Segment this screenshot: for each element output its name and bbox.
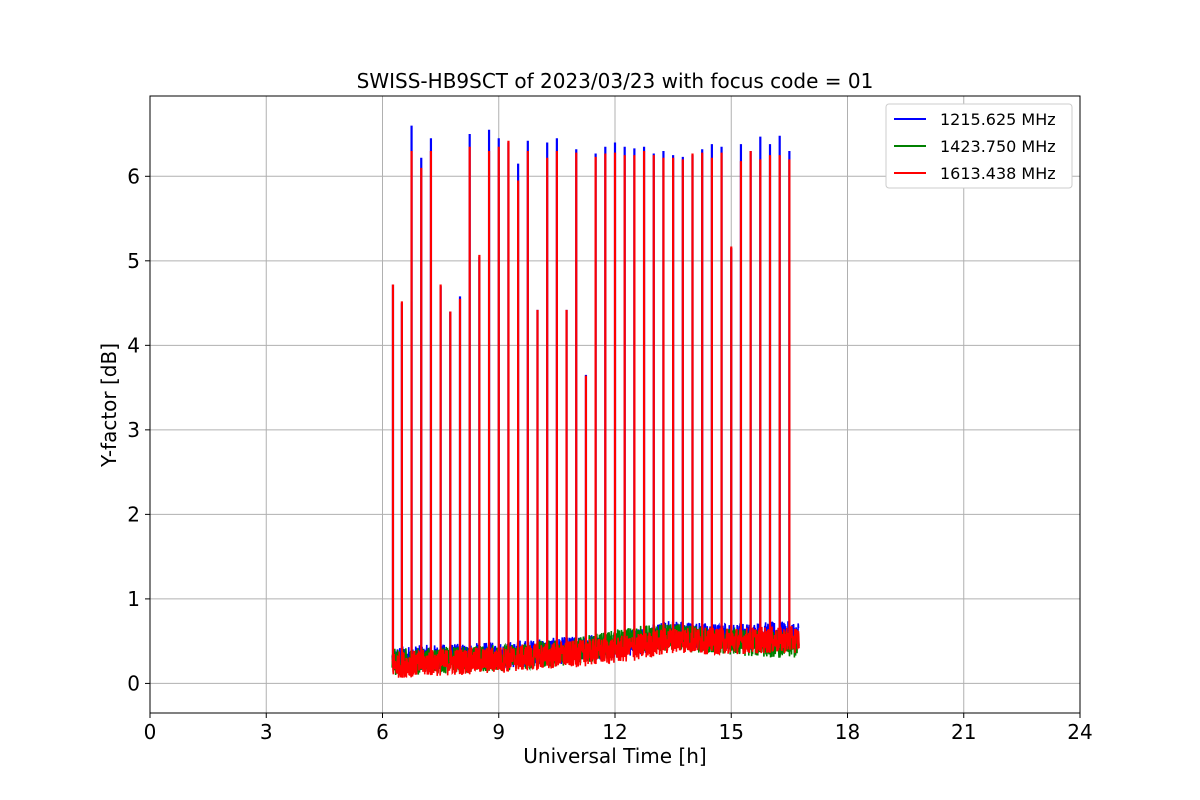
y-tick-label: 6 bbox=[127, 164, 140, 188]
x-tick-label: 0 bbox=[144, 720, 157, 744]
x-tick-label: 21 bbox=[951, 720, 976, 744]
y-tick-label: 4 bbox=[127, 333, 140, 357]
x-tick-label: 18 bbox=[835, 720, 860, 744]
x-axis-label: Universal Time [h] bbox=[523, 744, 706, 768]
legend-entry: 1215.625 MHz bbox=[940, 110, 1056, 129]
x-tick-label: 9 bbox=[492, 720, 505, 744]
y-tick-label: 5 bbox=[127, 249, 140, 273]
x-tick-label: 24 bbox=[1067, 720, 1092, 744]
y-tick-label: 2 bbox=[127, 502, 140, 526]
series-layer bbox=[391, 125, 800, 678]
y-tick-label: 1 bbox=[127, 587, 140, 611]
y-axis-label: Y-factor [dB] bbox=[97, 343, 121, 468]
y-tick-label: 0 bbox=[127, 671, 140, 695]
series-2 bbox=[391, 140, 800, 678]
x-tick-label: 15 bbox=[719, 720, 744, 744]
legend-entry: 1423.750 MHz bbox=[940, 137, 1056, 156]
chart-title: SWISS-HB9SCT of 2023/03/23 with focus co… bbox=[357, 69, 874, 93]
y-tick-label: 3 bbox=[127, 418, 140, 442]
x-tick-label: 6 bbox=[376, 720, 389, 744]
x-tick-label: 3 bbox=[260, 720, 273, 744]
legend-box bbox=[885, 103, 1073, 189]
x-tick-label: 12 bbox=[602, 720, 627, 744]
legend: 1215.625 MHz 1423.750 MHz 1613.438 MHz bbox=[885, 103, 1073, 189]
legend-entry: 1613.438 MHz bbox=[940, 164, 1056, 183]
